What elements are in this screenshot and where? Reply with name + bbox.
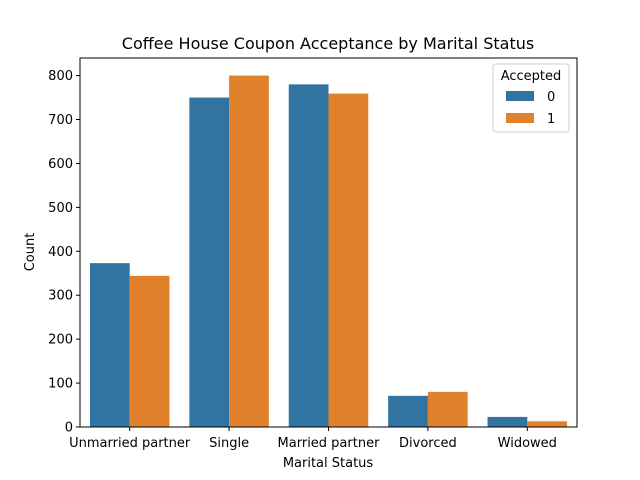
x-tick-label: Married partner bbox=[278, 436, 381, 451]
y-tick-label: 200 bbox=[48, 333, 73, 348]
bar-series-1 bbox=[328, 93, 369, 427]
x-axis-label: Marital Status bbox=[283, 456, 374, 471]
bar-series-1 bbox=[229, 75, 269, 428]
bar-series-1 bbox=[129, 275, 170, 427]
legend-entries: 01 bbox=[506, 90, 555, 127]
y-tick-label: 500 bbox=[48, 201, 73, 216]
y-tick-label: 600 bbox=[48, 157, 73, 172]
x-tick-label: Unmarried partner bbox=[69, 436, 191, 451]
legend: Accepted 01 bbox=[492, 63, 570, 133]
legend-label-1: 1 bbox=[547, 112, 555, 127]
x-tick-label: Widowed bbox=[498, 436, 557, 451]
legend-title: Accepted bbox=[501, 69, 562, 84]
y-tick-label: 100 bbox=[48, 377, 73, 392]
legend-swatch-1 bbox=[506, 113, 534, 123]
x-tick-label: Single bbox=[209, 436, 249, 451]
bar-series-0 bbox=[189, 97, 230, 428]
y-tick-label: 400 bbox=[48, 245, 73, 260]
chart-title: Coffee House Coupon Acceptance by Marita… bbox=[122, 34, 534, 53]
bar-series-0 bbox=[487, 416, 528, 427]
bar-series-0 bbox=[89, 263, 130, 427]
bar-series-1 bbox=[427, 391, 468, 427]
y-tick-label: 0 bbox=[65, 421, 73, 436]
legend-swatch-0 bbox=[506, 91, 534, 101]
bars-group bbox=[89, 75, 568, 428]
y-axis: 0 100 200 300 400 500 600 700 800 bbox=[48, 69, 80, 436]
y-tick-label: 700 bbox=[48, 113, 73, 128]
x-tick-label: Divorced bbox=[399, 436, 457, 451]
legend-label-0: 0 bbox=[547, 90, 555, 105]
plot-frame bbox=[79, 57, 578, 428]
y-tick-label: 300 bbox=[48, 289, 73, 304]
y-tick-label: 800 bbox=[48, 69, 73, 84]
x-axis: Unmarried partner Single Married partner Di… bbox=[69, 427, 557, 451]
bar-series-0 bbox=[388, 395, 428, 427]
y-axis-label: Count bbox=[23, 233, 38, 272]
bar-series-1 bbox=[527, 421, 568, 427]
bar-series-0 bbox=[288, 84, 329, 427]
